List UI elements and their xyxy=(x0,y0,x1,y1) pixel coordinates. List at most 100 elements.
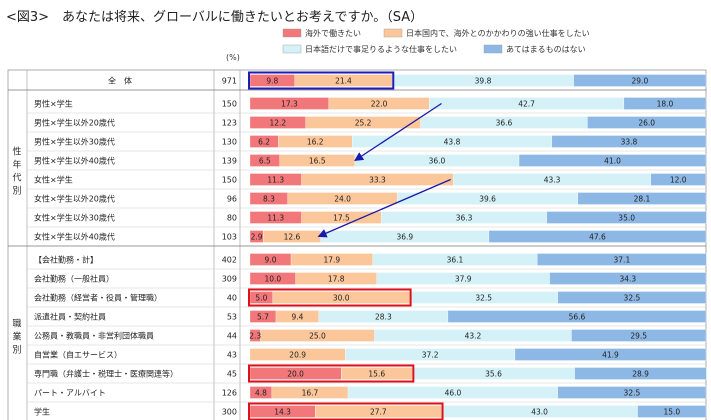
value-label: 25.2 xyxy=(355,119,372,128)
value-label: 15.0 xyxy=(663,408,680,417)
row-label: 会社勤務（一般社員） xyxy=(34,274,114,284)
value-label: 39.6 xyxy=(479,195,496,204)
group-label-char: 年 xyxy=(12,159,21,171)
row-n: 402 xyxy=(222,256,237,265)
value-label: 12.2 xyxy=(269,119,286,128)
value-label: 12.6 xyxy=(284,233,301,242)
percent-header: (%) xyxy=(226,53,240,62)
value-label: 18.0 xyxy=(657,100,674,109)
row-n: 139 xyxy=(222,157,237,166)
value-label: 14.3 xyxy=(274,408,291,417)
row-label: 女性×学生以外40歳代 xyxy=(34,232,115,242)
value-label: 15.6 xyxy=(368,370,385,379)
row-label: 男性×学生以外40歳代 xyxy=(34,156,115,166)
value-label: 17.9 xyxy=(324,256,341,265)
bar-segment-4 xyxy=(447,310,707,323)
value-label: 30.0 xyxy=(333,294,350,303)
value-label: 43.0 xyxy=(531,408,548,417)
value-label: 36.9 xyxy=(396,233,413,242)
row-n: 96 xyxy=(227,195,237,204)
bar-segment-4 xyxy=(571,329,707,342)
value-label: 41.9 xyxy=(602,351,619,360)
value-label: 9.8 xyxy=(266,77,278,86)
bar-segment-4 xyxy=(557,291,707,304)
value-label: 26.0 xyxy=(638,119,655,128)
value-label: 56.6 xyxy=(569,313,586,322)
value-label: 29.5 xyxy=(630,332,647,341)
row-n: 126 xyxy=(222,389,237,398)
value-label: 46.0 xyxy=(445,389,462,398)
row-label: 男性×学生 xyxy=(34,99,73,109)
value-label: 6.5 xyxy=(259,157,271,166)
row-n: 130 xyxy=(222,138,237,147)
value-label: 28.1 xyxy=(634,195,651,204)
chart-frame xyxy=(7,69,707,420)
value-label: 28.3 xyxy=(375,313,392,322)
page-title: <図3> あなたは将来、グローバルに働きたいとお考えですか。（SA） xyxy=(6,10,424,25)
group-label-char: 性 xyxy=(12,146,21,158)
highlight-box-red xyxy=(248,364,415,383)
group-label-char: 別 xyxy=(12,186,21,197)
bar-segment-4 xyxy=(557,386,707,399)
value-label: 47.6 xyxy=(589,233,606,242)
row-label: 【会社勤務・計】 xyxy=(34,255,98,265)
value-label: 9.4 xyxy=(291,313,303,322)
row-label: 男性×学生以外30歳代 xyxy=(34,137,115,147)
value-label: 43.3 xyxy=(544,176,561,185)
bar-segment-4 xyxy=(514,348,707,361)
value-label: 17.8 xyxy=(328,275,345,284)
row-label: 専門職（弁護士・税理士・医療関連等） xyxy=(34,369,178,379)
value-label: 2.9 xyxy=(251,233,263,242)
value-label: 33.3 xyxy=(369,176,386,185)
value-label: 20.0 xyxy=(287,370,304,379)
row-label: 会社勤務（経営者・役員・管理職） xyxy=(34,293,162,303)
row-n: 45 xyxy=(227,370,237,379)
value-label: 17.3 xyxy=(281,100,298,109)
value-label: 25.0 xyxy=(309,332,326,341)
value-label: 9.0 xyxy=(265,256,277,265)
group-label-char: 職 xyxy=(12,319,21,330)
bar-segment-4 xyxy=(518,154,707,167)
bar-segment-4 xyxy=(574,367,707,380)
row-n: 300 xyxy=(222,408,237,417)
row-label: 全 体 xyxy=(108,76,132,86)
legend-label-1: 海外で働きたい xyxy=(305,28,361,38)
value-label: 10.0 xyxy=(264,275,281,284)
value-label: 11.3 xyxy=(267,176,284,185)
value-label: 12.0 xyxy=(670,176,687,185)
legend-swatch-2 xyxy=(383,28,403,38)
value-label: 20.9 xyxy=(289,351,306,360)
value-label: 35.6 xyxy=(485,370,502,379)
bar-segment-4 xyxy=(623,97,707,110)
bar-segment-4 xyxy=(573,74,707,87)
value-label: 42.7 xyxy=(518,100,535,109)
value-label: 16.5 xyxy=(309,157,326,166)
row-label: パート・アルバイト xyxy=(34,389,106,398)
value-label: 33.8 xyxy=(621,138,638,147)
value-label: 32.5 xyxy=(624,294,641,303)
value-label: 32.5 xyxy=(624,389,641,398)
value-label: 4.8 xyxy=(255,389,267,398)
group-label-char: 別 xyxy=(12,345,21,356)
value-label: 22.0 xyxy=(371,100,388,109)
group-label-char: 業 xyxy=(12,331,21,343)
bar-segment-4 xyxy=(637,405,707,418)
row-label: 自営業（自エサービス） xyxy=(34,350,122,360)
value-label: 5.7 xyxy=(257,313,269,322)
row-n: 150 xyxy=(222,176,237,185)
legend-swatch-1 xyxy=(282,28,302,38)
row-n: 44 xyxy=(227,332,237,341)
row-n: 40 xyxy=(227,294,237,303)
value-label: 36.1 xyxy=(447,256,464,265)
bar-segment-4 xyxy=(488,230,707,243)
value-label: 35.0 xyxy=(618,214,635,223)
row-label: 女性×学生以外30歳代 xyxy=(34,213,115,223)
bar-segment-4 xyxy=(650,173,706,186)
value-label: 2.3 xyxy=(249,332,261,341)
value-label: 27.7 xyxy=(370,408,387,417)
row-n: 80 xyxy=(227,214,237,223)
value-label: 17.5 xyxy=(333,214,350,223)
legend-swatch-4 xyxy=(483,44,503,54)
row-n: 309 xyxy=(222,275,237,284)
